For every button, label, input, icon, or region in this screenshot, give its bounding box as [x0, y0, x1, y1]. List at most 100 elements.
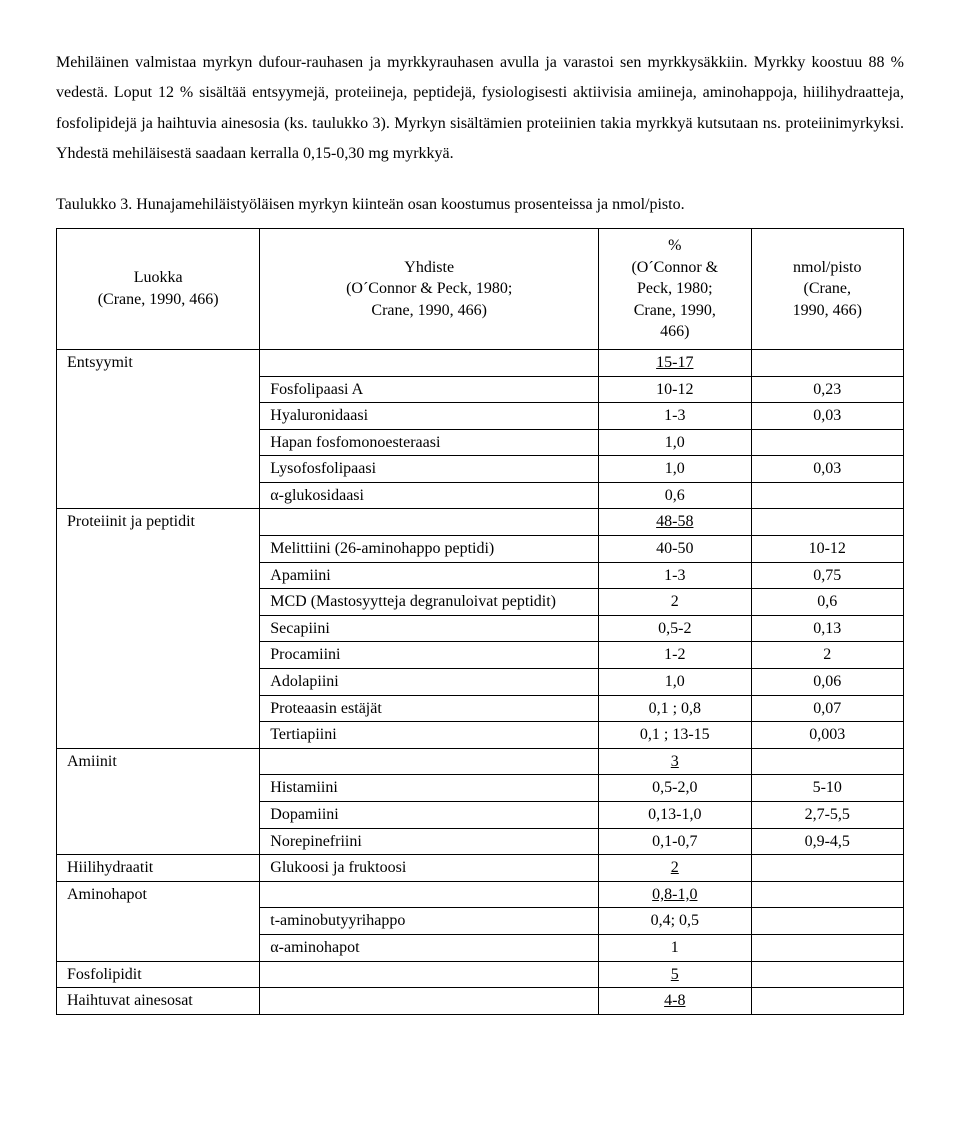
header-col3-l3: Peck, 1980; [637, 280, 713, 297]
nmol-cell: 0,06 [751, 669, 903, 696]
header-col2-l1: Yhdiste [404, 259, 454, 276]
percent-cell: 1,0 [599, 429, 751, 456]
compound-cell: Secapiini [260, 615, 599, 642]
nmol-cell [751, 509, 903, 536]
percent-cell: 0,6 [599, 482, 751, 509]
compound-cell: Glukoosi ja fruktoosi [260, 855, 599, 882]
percent-cell: 1,0 [599, 456, 751, 483]
group-percent-cell: 4-8 [599, 988, 751, 1015]
compound-cell: Proteaasin estäjät [260, 695, 599, 722]
table-body: Entsyymit15-17Fosfolipaasi A10-120,23Hya… [57, 349, 904, 1014]
group-percent-cell: 3 [599, 748, 751, 775]
nmol-cell: 0,75 [751, 562, 903, 589]
percent-cell: 0,4; 0,5 [599, 908, 751, 935]
table-row: Haihtuvat ainesosat 4-8 [57, 988, 904, 1015]
compound-cell [260, 988, 599, 1015]
group-name-cell: Proteiinit ja peptidit [57, 509, 260, 748]
compound-cell [260, 961, 599, 988]
nmol-cell [751, 961, 903, 988]
header-col3: % (O´Connor & Peck, 1980; Crane, 1990, 4… [599, 228, 751, 349]
percent-cell: 0,13-1,0 [599, 802, 751, 829]
percent-cell: 1-3 [599, 562, 751, 589]
nmol-cell: 5-10 [751, 775, 903, 802]
group-percent-cell: 48-58 [599, 509, 751, 536]
percent-cell: 0,1 ; 13-15 [599, 722, 751, 749]
header-col3-l2: (O´Connor & [631, 259, 718, 276]
compound-cell [260, 349, 599, 376]
compound-cell: Hapan fosfomonoesteraasi [260, 429, 599, 456]
header-col2-l3: Crane, 1990, 466) [371, 302, 487, 319]
group-name-cell: Amiinit [57, 748, 260, 854]
group-name-cell: Entsyymit [57, 349, 260, 509]
percent-cell: 1 [599, 934, 751, 961]
header-col4-l3: 1990, 466) [793, 302, 862, 319]
group-percent-cell: 5 [599, 961, 751, 988]
nmol-cell [751, 429, 903, 456]
percent-cell: 40-50 [599, 536, 751, 563]
nmol-cell [751, 988, 903, 1015]
compound-cell: Tertiapiini [260, 722, 599, 749]
percent-cell: 0,5-2 [599, 615, 751, 642]
table-row: Amiinit3 [57, 748, 904, 775]
compound-cell: Hyaluronidaasi [260, 403, 599, 430]
group-name-cell: Haihtuvat ainesosat [57, 988, 260, 1015]
header-col1-l2: (Crane, 1990, 466) [98, 291, 219, 308]
table-header-row: Luokka (Crane, 1990, 466) Yhdiste (O´Con… [57, 228, 904, 349]
compound-cell: α-aminohapot [260, 934, 599, 961]
compound-cell: Melittiini (26-aminohappo peptidi) [260, 536, 599, 563]
percent-cell: 0,5-2,0 [599, 775, 751, 802]
table-row: Proteiinit ja peptidit48-58 [57, 509, 904, 536]
table-row: Aminohapot0,8-1,0 [57, 881, 904, 908]
header-col3-l4: Crane, 1990, [634, 302, 716, 319]
compound-cell [260, 881, 599, 908]
group-name-cell: Hiilihydraatit [57, 855, 260, 882]
nmol-cell [751, 908, 903, 935]
table-row: Fosfolipidit 5 [57, 961, 904, 988]
group-percent-cell: 0,8-1,0 [599, 881, 751, 908]
percent-cell: 2 [599, 589, 751, 616]
percent-cell: 2 [599, 855, 751, 882]
nmol-cell: 2 [751, 642, 903, 669]
header-col2-l2: (O´Connor & Peck, 1980; [346, 280, 512, 297]
header-col3-l5: 466) [660, 323, 689, 340]
compound-cell: Adolapiini [260, 669, 599, 696]
nmol-cell: 10-12 [751, 536, 903, 563]
nmol-cell: 0,23 [751, 376, 903, 403]
header-col4-l2: (Crane, [803, 280, 851, 297]
compound-cell: Lysofosfolipaasi [260, 456, 599, 483]
nmol-cell [751, 349, 903, 376]
nmol-cell: 0,07 [751, 695, 903, 722]
compound-cell [260, 509, 599, 536]
compound-cell: Procamiini [260, 642, 599, 669]
nmol-cell: 2,7-5,5 [751, 802, 903, 829]
group-name-cell: Aminohapot [57, 881, 260, 961]
compound-cell: t-aminobutyyrihappo [260, 908, 599, 935]
nmol-cell [751, 482, 903, 509]
compound-cell: MCD (Mastosyytteja degranuloivat peptidi… [260, 589, 599, 616]
compound-cell: α-glukosidaasi [260, 482, 599, 509]
header-col4-l1: nmol/pisto [793, 259, 861, 276]
percent-cell: 0,1-0,7 [599, 828, 751, 855]
group-name-cell: Fosfolipidit [57, 961, 260, 988]
compound-cell [260, 748, 599, 775]
header-col4: nmol/pisto (Crane, 1990, 466) [751, 228, 903, 349]
nmol-cell: 0,9-4,5 [751, 828, 903, 855]
header-col3-l1: % [668, 237, 681, 254]
percent-cell: 1-3 [599, 403, 751, 430]
compound-cell: Norepinefriini [260, 828, 599, 855]
nmol-cell: 0,13 [751, 615, 903, 642]
nmol-cell [751, 855, 903, 882]
paragraph-1: Mehiläinen valmistaa myrkyn dufour-rauha… [56, 48, 904, 170]
table-row: HiilihydraatitGlukoosi ja fruktoosi2 [57, 855, 904, 882]
compound-cell: Apamiini [260, 562, 599, 589]
header-col1-l1: Luokka [134, 269, 183, 286]
header-col1: Luokka (Crane, 1990, 466) [57, 228, 260, 349]
nmol-cell [751, 934, 903, 961]
header-col2: Yhdiste (O´Connor & Peck, 1980; Crane, 1… [260, 228, 599, 349]
nmol-cell [751, 881, 903, 908]
compound-cell: Fosfolipaasi A [260, 376, 599, 403]
nmol-cell: 0,03 [751, 456, 903, 483]
compound-cell: Dopamiini [260, 802, 599, 829]
percent-cell: 10-12 [599, 376, 751, 403]
table-caption: Taulukko 3. Hunajamehiläistyöläisen myrk… [56, 194, 904, 216]
